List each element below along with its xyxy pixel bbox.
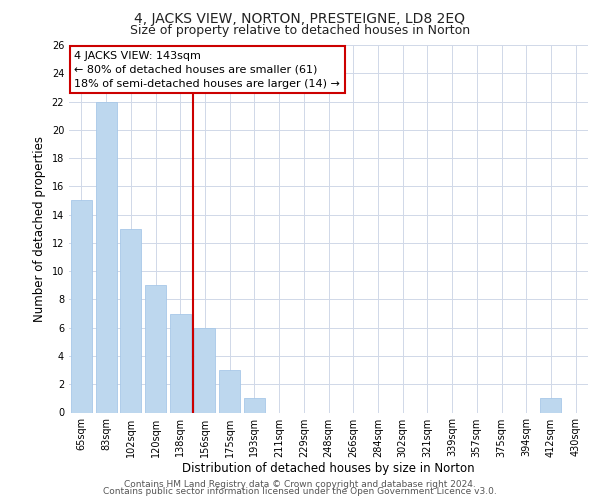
Text: Contains HM Land Registry data © Crown copyright and database right 2024.: Contains HM Land Registry data © Crown c… — [124, 480, 476, 489]
Bar — [219, 370, 240, 412]
Bar — [244, 398, 265, 412]
Text: Contains public sector information licensed under the Open Government Licence v3: Contains public sector information licen… — [103, 488, 497, 496]
Bar — [120, 229, 141, 412]
X-axis label: Distribution of detached houses by size in Norton: Distribution of detached houses by size … — [182, 462, 475, 475]
Text: 4 JACKS VIEW: 143sqm
← 80% of detached houses are smaller (61)
18% of semi-detac: 4 JACKS VIEW: 143sqm ← 80% of detached h… — [74, 50, 340, 88]
Bar — [194, 328, 215, 412]
Bar — [541, 398, 562, 412]
Bar — [71, 200, 92, 412]
Bar — [170, 314, 191, 412]
Text: 4, JACKS VIEW, NORTON, PRESTEIGNE, LD8 2EQ: 4, JACKS VIEW, NORTON, PRESTEIGNE, LD8 2… — [134, 12, 466, 26]
Y-axis label: Number of detached properties: Number of detached properties — [33, 136, 46, 322]
Bar — [95, 102, 116, 412]
Bar — [145, 286, 166, 412]
Text: Size of property relative to detached houses in Norton: Size of property relative to detached ho… — [130, 24, 470, 37]
